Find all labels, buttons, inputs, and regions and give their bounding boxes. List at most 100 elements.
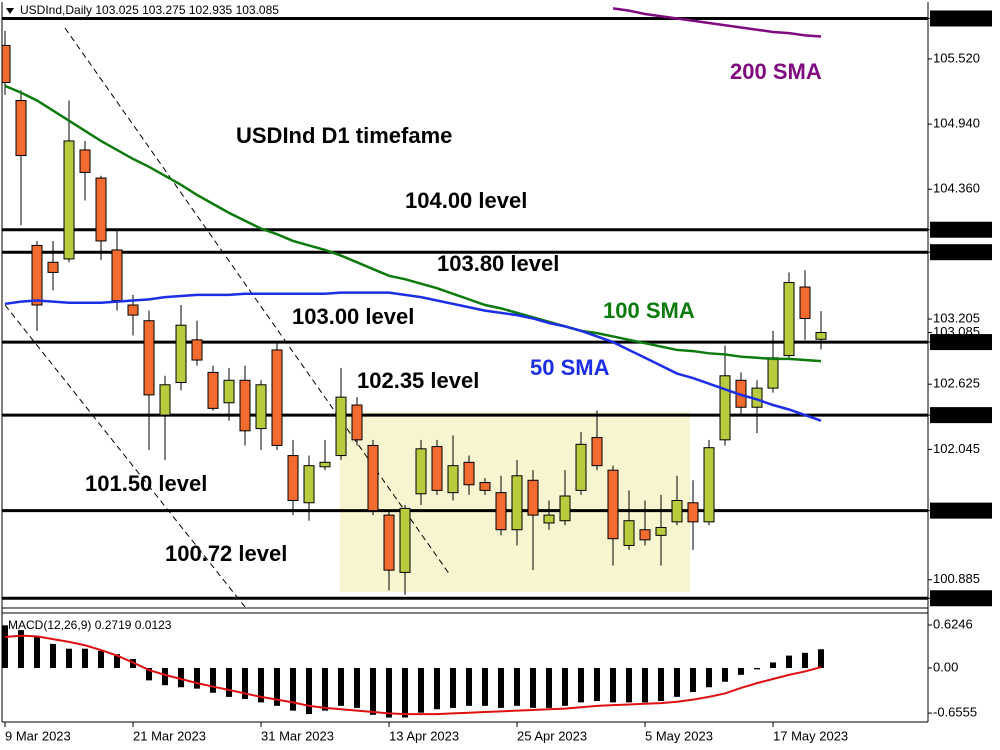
macd-bar [658, 667, 664, 702]
macd-bar [354, 667, 360, 708]
candle-body [815, 332, 827, 340]
macd-bar [514, 667, 520, 706]
candle-body [447, 465, 459, 494]
level-tag [930, 334, 992, 351]
macd-bar [322, 667, 328, 711]
sma-line [4, 291, 822, 422]
legend-label: 100 SMA [603, 298, 695, 323]
candle-body [671, 500, 683, 523]
macd-bar [738, 667, 744, 675]
candle-body [255, 384, 267, 430]
macd-bar [674, 667, 680, 697]
macd-bar [546, 667, 552, 708]
macd-bar [642, 667, 648, 703]
y-tick-label: 100.885 [933, 571, 980, 586]
macd-bar [754, 667, 760, 670]
sma-line [4, 84, 822, 363]
macd-bar [306, 667, 312, 715]
macd-bar [66, 648, 72, 668]
level-tag [930, 221, 992, 238]
macd-header: MACD(12,26,9) 0.2719 0.0123 [8, 618, 172, 632]
macd-bar [770, 662, 776, 668]
candle-body [767, 357, 779, 389]
macd-bar [450, 667, 456, 708]
x-tick-label: 21 Mar 2023 [133, 728, 206, 743]
macd-bar [802, 652, 808, 668]
y-tick-label: 0.00 [933, 659, 958, 674]
candle-body [799, 286, 811, 319]
x-tick-label: 31 Mar 2023 [261, 728, 334, 743]
frame [1, 2, 929, 723]
candle-body [2, 44, 11, 84]
macd-last: 0.2719 [95, 618, 132, 632]
macd-bar [290, 667, 296, 711]
y-tick-label: 100.720 [933, 590, 980, 605]
candle-body [239, 379, 251, 432]
candle-body [479, 482, 491, 491]
macd-bar [194, 667, 200, 689]
macd-bar [210, 667, 216, 693]
candle-body [95, 177, 107, 242]
macd-bar [2, 625, 8, 668]
level-note: 103.80 level [437, 251, 559, 276]
macd-panel [2, 625, 824, 718]
candle-body [47, 261, 59, 273]
candle-body [79, 149, 91, 173]
chart-header: USDInd,Daily 103.025 103.275 102.935 103… [20, 3, 279, 17]
candle-body [607, 469, 619, 540]
level-tag [930, 590, 992, 607]
macd-bar [242, 667, 248, 699]
y-tick-label: 104.940 [933, 116, 980, 131]
candle-body [495, 492, 507, 531]
candle-body [367, 444, 379, 512]
chart-subtitle: USDInd D1 timefame [236, 123, 452, 148]
candle-body [159, 384, 171, 416]
candle-body [207, 371, 219, 409]
candle-body [527, 479, 539, 516]
x-tick-label: 5 May 2023 [645, 728, 713, 743]
macd-bar [402, 667, 408, 718]
candle-body [63, 140, 75, 260]
macd-bar [418, 667, 424, 713]
x-tick-label: 25 Apr 2023 [517, 728, 587, 743]
y-tick-label: 0.6246 [933, 616, 973, 631]
signal-line [4, 634, 822, 716]
level-tag [930, 407, 992, 424]
macd-bar [722, 667, 728, 682]
level-tag [930, 10, 992, 27]
macd-bar [226, 667, 232, 697]
macd-bar [114, 654, 120, 668]
y-tick-label: -0.6555 [933, 705, 977, 720]
legend-label: 50 SMA [530, 355, 610, 380]
header-icon [6, 8, 14, 14]
level-note: 100.72 level [165, 541, 287, 566]
macd-bar [594, 667, 600, 702]
annotations: USDInd D1 timefame 104.00 level 103.80 l… [85, 123, 559, 566]
y-tick-label: 103.000 [933, 334, 980, 349]
candle-body [31, 244, 43, 306]
y-tick-label: 102.625 [933, 376, 980, 391]
last-close: 103.085 [236, 3, 280, 17]
level-note: 101.50 level [85, 471, 207, 496]
level-note: 104.00 level [405, 188, 527, 213]
macd-bar [610, 667, 616, 703]
macd-bar [466, 667, 472, 706]
y-tick-label: 104.360 [933, 181, 980, 196]
candle-body [15, 100, 27, 157]
last-high: 103.275 [142, 3, 186, 17]
candle-body [623, 520, 635, 546]
candle-body [303, 465, 315, 504]
trend-line [64, 27, 451, 576]
macd-bar [178, 667, 184, 688]
candle-body [351, 404, 363, 441]
level-tag [930, 502, 992, 519]
candle-body [175, 324, 187, 384]
trend-line [4, 304, 246, 607]
macd-bar [274, 667, 280, 706]
candle-body [383, 514, 395, 571]
x-tick-label: 13 Apr 2023 [389, 728, 459, 743]
macd-bar [50, 643, 56, 668]
macd-bar [386, 667, 392, 718]
y-tick-label: 103.800 [933, 244, 980, 259]
